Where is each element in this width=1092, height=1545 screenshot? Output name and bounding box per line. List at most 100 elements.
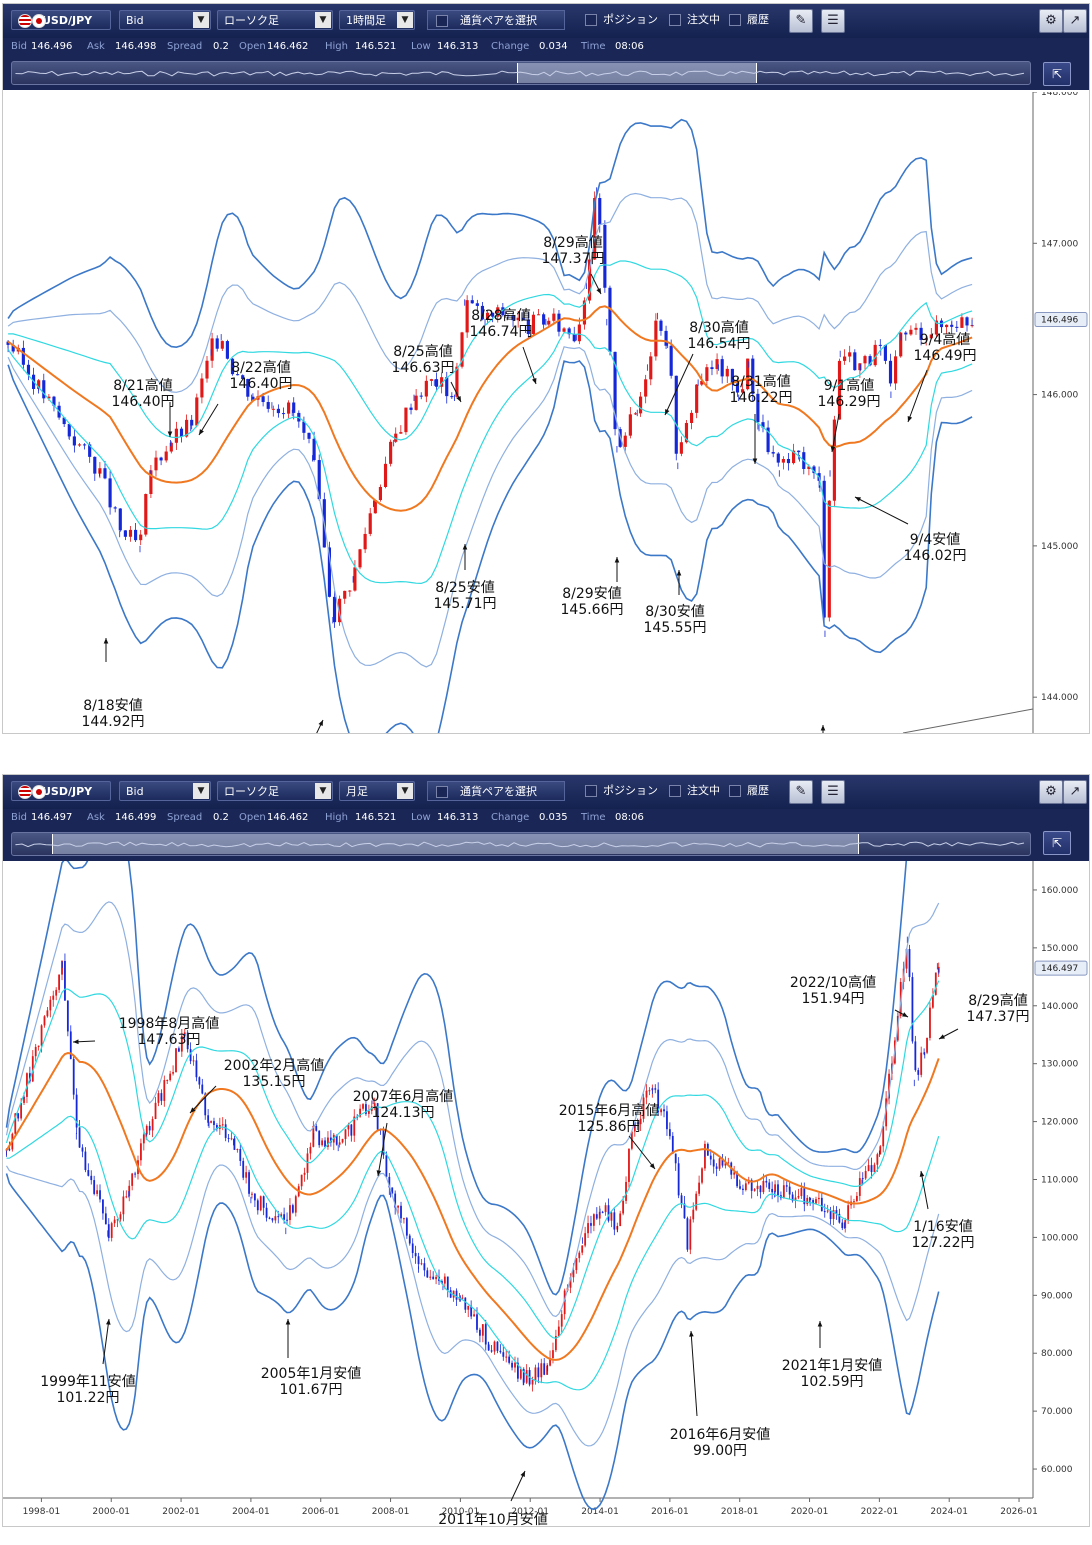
candle-body: [567, 328, 571, 335]
candle-body: [432, 1276, 435, 1280]
zoom-button[interactable]: ⇱: [1043, 831, 1071, 855]
orders-toggle-label: 注文中: [687, 13, 720, 26]
candle-body: [460, 332, 464, 367]
panel-layout-icon[interactable]: ☰: [821, 9, 845, 33]
candle-body: [668, 1129, 671, 1136]
candle-body: [341, 1139, 344, 1143]
orders-toggle-checkbox[interactable]: [669, 14, 681, 26]
history-toggle[interactable]: 履歴: [729, 10, 769, 30]
history-toggle[interactable]: 履歴: [729, 781, 769, 801]
candle-body: [536, 314, 541, 316]
history-toggle-checkbox[interactable]: [729, 785, 741, 797]
candle-body: [72, 1059, 75, 1095]
position-toggle-checkbox[interactable]: [585, 14, 597, 26]
annotation-price: 101.67円: [280, 1382, 343, 1398]
annotation-arrow: [377, 1122, 388, 1177]
price-type-select[interactable]: Bid ▼: [119, 10, 211, 30]
orders-toggle[interactable]: 注文中: [669, 781, 720, 801]
history-toggle-checkbox[interactable]: [729, 14, 741, 26]
gear-icon[interactable]: ⚙: [1039, 9, 1063, 33]
candle-body: [554, 1335, 557, 1351]
select-pair-button[interactable]: 通貨ペアを選択: [427, 10, 565, 30]
candle-body: [508, 1356, 511, 1363]
draw-tool-icon[interactable]: ✎: [789, 9, 813, 33]
chart-type-select[interactable]: ローソク足 ▼: [217, 781, 333, 801]
candle-body: [480, 305, 485, 320]
select-pair-button[interactable]: 通貨ペアを選択: [427, 781, 565, 801]
price-type-select[interactable]: Bid ▼: [119, 781, 211, 801]
candle-body: [435, 1276, 437, 1280]
draw-tool-icon[interactable]: ✎: [789, 780, 813, 804]
candle-body: [329, 1137, 332, 1143]
candle-body: [195, 1060, 198, 1078]
position-toggle[interactable]: ポジション: [585, 10, 658, 30]
candle-body: [768, 1182, 771, 1189]
expand-icon[interactable]: ↗: [1063, 9, 1087, 33]
candle-body: [11, 344, 15, 352]
position-toggle-label: ポジション: [603, 13, 658, 26]
candle-body: [506, 315, 510, 317]
candle-body: [909, 329, 913, 335]
candle-body: [148, 1125, 151, 1131]
annotation-arrow: [628, 1135, 656, 1170]
select-pair-checkbox[interactable]: [436, 786, 448, 798]
candle-body: [934, 972, 937, 995]
candlestick-chart[interactable]: 160.000 150.000 140.000 130.000 120.000 110.0…: [3, 861, 1089, 1527]
candle-body: [128, 1185, 131, 1197]
bollinger-upper-3sigma: [7, 118, 973, 349]
candle-body: [215, 338, 219, 349]
position-toggle[interactable]: ポジション: [585, 781, 658, 801]
chevron-down-icon: ▼: [397, 12, 413, 28]
candle-body: [164, 451, 168, 461]
arrow-head-icon: [103, 638, 109, 644]
navigator-track[interactable]: [11, 832, 1031, 856]
candle-body: [742, 1188, 744, 1191]
chart-type-select[interactable]: ローソク足 ▼: [217, 10, 333, 30]
candle-body: [283, 1214, 286, 1220]
bid-label: Bid: [11, 41, 27, 52]
candle-body: [233, 1138, 236, 1150]
orders-toggle[interactable]: 注文中: [669, 10, 720, 30]
navigator-window[interactable]: [52, 834, 859, 854]
currency-pair-button[interactable]: USD/JPY: [11, 781, 111, 801]
candle-body: [221, 1124, 224, 1126]
candle-body: [587, 1223, 589, 1234]
candle-body: [701, 1168, 703, 1183]
candle-body: [888, 1073, 890, 1099]
timeframe-select[interactable]: 月足 ▼: [339, 781, 415, 801]
position-toggle-checkbox[interactable]: [585, 785, 597, 797]
arrow-head-icon: [106, 1319, 111, 1325]
candle-body: [271, 408, 275, 410]
gear-icon[interactable]: ⚙: [1039, 780, 1063, 804]
price-type-select-value: Bid: [126, 785, 144, 798]
candle-body: [192, 1060, 195, 1062]
annotation-date: 8/31高値: [731, 373, 790, 390]
candle-body: [14, 1113, 17, 1134]
candle-body: [582, 300, 587, 325]
select-pair-checkbox[interactable]: [436, 15, 448, 27]
candle-body: [378, 486, 383, 501]
panel-layout-icon[interactable]: ☰: [821, 780, 845, 804]
candle-body: [557, 1326, 560, 1336]
candle-body: [347, 1124, 350, 1130]
zoom-button[interactable]: ⇱: [1043, 62, 1071, 86]
candle-body: [572, 1270, 575, 1278]
annotation-arrow: [854, 496, 909, 525]
candle-body: [119, 1214, 122, 1220]
ask-label: Ask: [87, 41, 105, 52]
navigator-track[interactable]: [11, 61, 1031, 85]
expand-icon[interactable]: ↗: [1063, 780, 1087, 804]
candlestick-chart[interactable]: 148.000147.000146.000145.000144.00008-18…: [3, 92, 1089, 734]
annotation-arrow: [198, 403, 219, 436]
candle-body: [674, 375, 678, 454]
price-tick-label: 148.000: [1041, 92, 1078, 98]
timeframe-select[interactable]: 1時間足 ▼: [339, 10, 415, 30]
candle-body: [610, 1212, 613, 1221]
open-value: 146.462: [267, 812, 309, 823]
chevron-down-icon: ▼: [315, 783, 331, 799]
time-tick-label: 1998-01: [23, 1507, 61, 1517]
candle-body: [185, 419, 189, 437]
orders-toggle-checkbox[interactable]: [669, 785, 681, 797]
currency-pair-button[interactable]: USD/JPY: [11, 10, 111, 30]
candle-body: [633, 413, 638, 415]
